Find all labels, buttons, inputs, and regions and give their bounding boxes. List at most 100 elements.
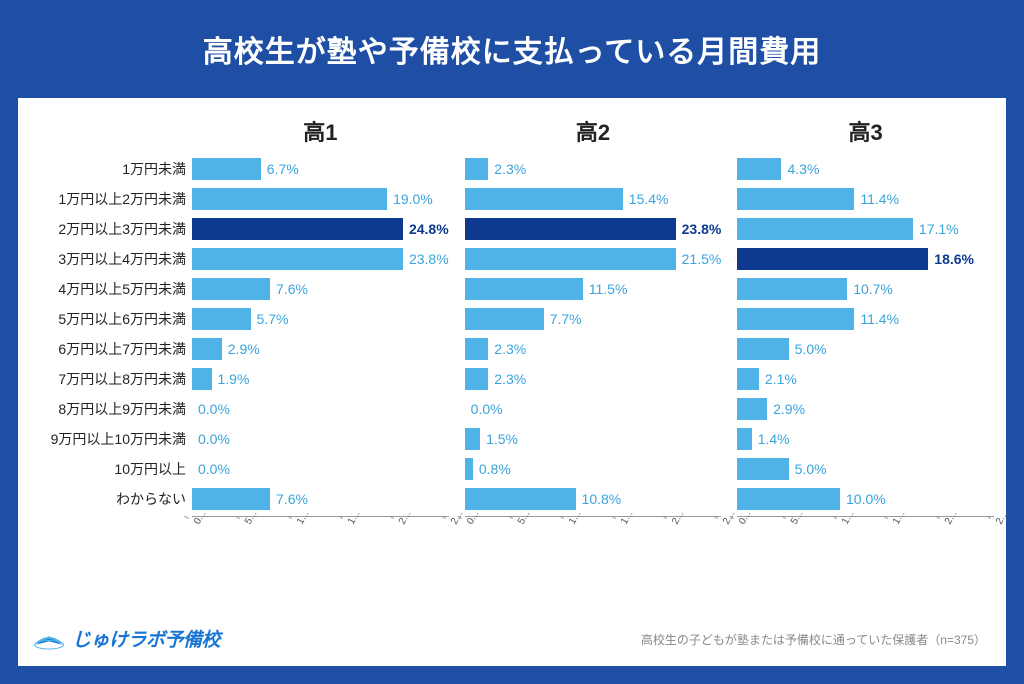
- chart-panel-1: 高22.3%15.4%23.8%21.5%11.5%7.7%2.3%2.3%0.…: [465, 116, 722, 608]
- value-label: 2.3%: [494, 341, 526, 357]
- bars-area: 2.3%15.4%23.8%21.5%11.5%7.7%2.3%2.3%0.0%…: [465, 154, 722, 514]
- value-label: 11.5%: [589, 281, 628, 297]
- value-label: 18.6%: [934, 251, 974, 267]
- bar-row: 5.7%: [192, 304, 449, 334]
- bar: [465, 338, 489, 360]
- value-label: 0.0%: [471, 401, 503, 417]
- bar: [737, 398, 767, 420]
- bar: [737, 158, 781, 180]
- bar: [737, 188, 854, 210]
- value-label: 17.1%: [919, 221, 959, 237]
- x-tick: 2...: [987, 505, 1010, 527]
- bar: [465, 278, 583, 300]
- bar: [465, 158, 489, 180]
- value-label: 15.4%: [629, 191, 669, 207]
- bar-row: 0.0%: [192, 394, 449, 424]
- value-label: 0.0%: [198, 461, 230, 477]
- bar-row: 2.9%: [192, 334, 449, 364]
- bar: [192, 158, 261, 180]
- value-label: 11.4%: [860, 191, 899, 207]
- bar-row: 4.3%: [737, 154, 994, 184]
- category-label: 5万円以上6万円未満: [30, 304, 192, 334]
- value-label: 2.3%: [494, 161, 526, 177]
- bar-row: 2.3%: [465, 154, 722, 184]
- category-label: 1万円以上2万円未満: [30, 184, 192, 214]
- value-label: 7.6%: [276, 491, 308, 507]
- bar: [737, 428, 751, 450]
- bar: [737, 338, 788, 360]
- infographic-container: 高校生が塾や予備校に支払っている月間費用 1万円未満1万円以上2万円未満2万円以…: [0, 0, 1024, 684]
- value-label: 2.9%: [228, 341, 260, 357]
- value-label: 1.5%: [486, 431, 518, 447]
- bar-row: 0.0%: [192, 454, 449, 484]
- bar: [192, 278, 270, 300]
- title-bar: 高校生が塾や予備校に支払っている月間費用: [0, 0, 1024, 98]
- brand-logo: じゅけラボ予備校: [32, 624, 220, 652]
- category-label: 2万円以上3万円未満: [30, 214, 192, 244]
- bar-row: 6.7%: [192, 154, 449, 184]
- value-label: 1.4%: [758, 431, 790, 447]
- bar: [192, 218, 403, 240]
- value-label: 5.0%: [795, 341, 827, 357]
- logo-icon: [32, 624, 66, 652]
- bars-area: 4.3%11.4%17.1%18.6%10.7%11.4%5.0%2.1%2.9…: [737, 154, 994, 514]
- bar-row: 18.6%: [737, 244, 994, 274]
- bar-row: 1.5%: [465, 424, 722, 454]
- bar: [465, 248, 676, 270]
- subplot-title: 高2: [465, 116, 722, 154]
- bar-row: 2.3%: [465, 334, 722, 364]
- bar-row: 10.0%: [737, 484, 994, 514]
- category-label: 10万円以上: [30, 454, 192, 484]
- value-label: 5.0%: [795, 461, 827, 477]
- category-label: 8万円以上9万円未満: [30, 394, 192, 424]
- category-label: わからない: [30, 484, 192, 514]
- category-label: 1万円未満: [30, 154, 192, 184]
- bar: [737, 368, 759, 390]
- bar-row: 2.1%: [737, 364, 994, 394]
- bar: [737, 308, 854, 330]
- bar: [192, 188, 387, 210]
- category-label: 6万円以上7万円未満: [30, 334, 192, 364]
- value-label: 0.0%: [198, 431, 230, 447]
- chart-panel-0: 高16.7%19.0%24.8%23.8%7.6%5.7%2.9%1.9%0.0…: [192, 116, 449, 608]
- bar-row: 11.5%: [465, 274, 722, 304]
- bar: [737, 248, 928, 270]
- bar-row: 1.9%: [192, 364, 449, 394]
- bar: [737, 278, 847, 300]
- value-label: 10.8%: [582, 491, 622, 507]
- bar: [465, 218, 676, 240]
- value-label: 24.8%: [409, 221, 449, 237]
- value-label: 10.7%: [853, 281, 893, 297]
- value-label: 2.3%: [494, 371, 526, 387]
- value-label: 5.7%: [257, 311, 289, 327]
- bar: [192, 308, 251, 330]
- value-label: 6.7%: [267, 161, 299, 177]
- bar-row: 19.0%: [192, 184, 449, 214]
- subplot-title: 高3: [737, 116, 994, 154]
- value-label: 4.3%: [787, 161, 819, 177]
- bar-row: 23.8%: [192, 244, 449, 274]
- category-label: 4万円以上5万円未満: [30, 274, 192, 304]
- bar: [192, 488, 270, 510]
- bar-row: 1.4%: [737, 424, 994, 454]
- bar-row: 15.4%: [465, 184, 722, 214]
- bar: [737, 218, 913, 240]
- bar-row: 10.7%: [737, 274, 994, 304]
- chart-title: 高校生が塾や予備校に支払っている月間費用: [203, 27, 822, 71]
- bar-row: 0.0%: [192, 424, 449, 454]
- x-axis: 0...5...1...1...2...2...: [465, 516, 722, 556]
- bar-row: 23.8%: [465, 214, 722, 244]
- x-axis: 0...5...1...1...2...2...: [192, 516, 449, 556]
- bar-row: 5.0%: [737, 334, 994, 364]
- x-axis: 0...5...1...1...2...2...: [737, 516, 994, 556]
- category-labels-column: 1万円未満1万円以上2万円未満2万円以上3万円未満3万円以上4万円未満4万円以上…: [30, 116, 192, 608]
- bar: [192, 338, 222, 360]
- value-label: 23.8%: [682, 221, 722, 237]
- value-label: 19.0%: [393, 191, 433, 207]
- bar: [192, 248, 403, 270]
- bar: [465, 308, 544, 330]
- bar-row: 2.9%: [737, 394, 994, 424]
- bar: [465, 428, 480, 450]
- bar-row: 10.8%: [465, 484, 722, 514]
- charts-row: 高16.7%19.0%24.8%23.8%7.6%5.7%2.9%1.9%0.0…: [192, 116, 994, 608]
